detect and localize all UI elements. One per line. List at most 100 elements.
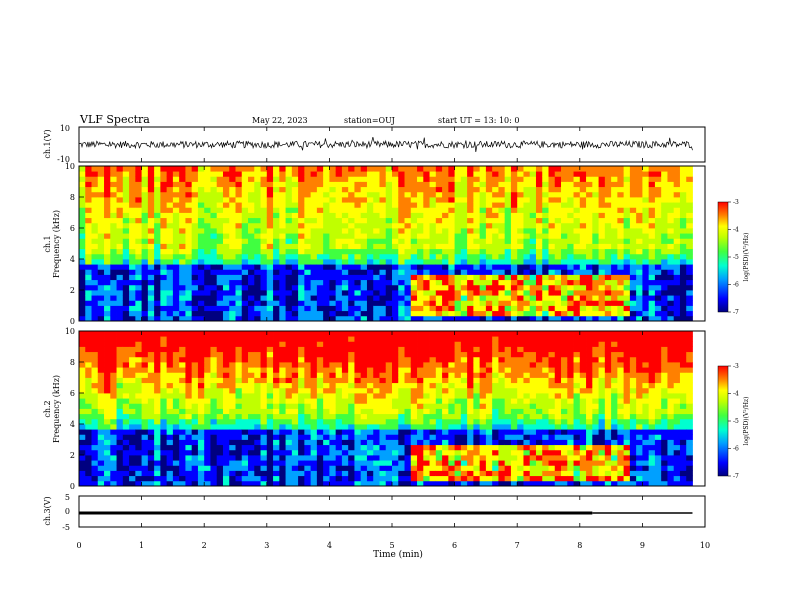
spectrogram-cell	[542, 300, 549, 306]
spectrogram-cell	[129, 424, 136, 430]
spectrogram-cell	[348, 352, 355, 358]
spectrogram-cell	[636, 259, 643, 265]
spectrogram-cell	[167, 471, 174, 477]
spectrogram-cell	[455, 207, 462, 213]
spectrogram-cell	[467, 259, 474, 265]
spectrogram-cell	[686, 285, 693, 291]
spectrogram-cell	[436, 336, 443, 342]
spectrogram-cell	[586, 300, 593, 306]
spectrogram-cell	[167, 233, 174, 239]
spectrogram-cell	[373, 259, 380, 265]
spectrogram-cell	[354, 372, 361, 378]
spectrogram-cell	[417, 171, 424, 177]
spectrogram-cell	[655, 166, 662, 172]
spectrogram-cell	[129, 311, 136, 317]
spectrogram-cell	[386, 269, 393, 275]
spectrogram-cell	[448, 409, 455, 415]
spectrogram-cell	[549, 166, 556, 172]
spectrogram-cell	[229, 393, 236, 399]
spectrogram-cell	[430, 238, 437, 244]
spectrogram-cell	[417, 295, 424, 301]
spectrogram-cell	[79, 259, 86, 265]
spectrogram-cell	[336, 476, 343, 482]
spectrogram-cell	[405, 476, 412, 482]
spectrogram-cell	[461, 393, 468, 399]
spectrogram-cell	[192, 460, 199, 466]
spectrogram-cell	[417, 409, 424, 415]
spectrogram-cell	[217, 440, 224, 446]
spectrogram-cell	[480, 429, 487, 435]
spectrogram-cell	[423, 285, 430, 291]
spectrogram-cell	[680, 176, 687, 182]
spectrogram-cell	[455, 445, 462, 451]
spectrogram-cell	[104, 450, 111, 456]
spectrogram-cell	[630, 171, 637, 177]
spectrogram-cell	[630, 290, 637, 296]
spectrogram-cell	[273, 311, 280, 317]
spectrogram-cell	[79, 275, 86, 281]
spectrogram-cell	[549, 244, 556, 250]
spectrogram-cell	[248, 367, 255, 373]
spectrogram-cell	[167, 424, 174, 430]
spectrogram-cell	[680, 171, 687, 177]
spectrogram-cell	[223, 393, 230, 399]
spectrogram-cell	[467, 306, 474, 312]
spectrogram-cell	[423, 300, 430, 306]
spectrogram-cell	[467, 347, 474, 353]
spectrogram-cell	[348, 244, 355, 250]
spectrogram-cell	[574, 269, 581, 275]
spectrogram-cell	[680, 264, 687, 270]
spectrogram-cell	[686, 233, 693, 239]
spectrogram-cell	[517, 244, 524, 250]
spectrogram-cell	[135, 393, 142, 399]
spectrogram-cell	[423, 259, 430, 265]
spectrogram-cell	[236, 414, 243, 420]
spectrogram-cell	[398, 249, 405, 255]
spectrogram-cell	[198, 424, 205, 430]
spectrogram-cell	[148, 244, 155, 250]
spectrogram-cell	[323, 403, 330, 409]
spectrogram-cell	[104, 341, 111, 347]
spectrogram-cell	[92, 290, 99, 296]
spectrogram-cell	[379, 275, 386, 281]
spectrogram-cell	[567, 264, 574, 270]
spectrogram-cell	[267, 445, 274, 451]
spectrogram-cell	[261, 197, 268, 203]
spectrogram-cell	[198, 398, 205, 404]
spectrogram-cell	[480, 331, 487, 337]
spectrogram-cell	[242, 367, 249, 373]
spectrogram-cell	[442, 207, 449, 213]
colorbar-tick-label: -7	[733, 309, 739, 316]
spectrogram-cell	[411, 295, 418, 301]
spectrogram-cell	[173, 471, 180, 477]
spectrogram-cell	[198, 300, 205, 306]
spectrogram-cell	[448, 393, 455, 399]
spectrogram-cell	[430, 476, 437, 482]
spectrogram-cell	[167, 176, 174, 182]
spectrogram-cell	[455, 362, 462, 368]
spectrogram-cell	[611, 218, 618, 224]
spectrogram-cell	[261, 275, 268, 281]
spectrogram-cell	[592, 228, 599, 234]
spectrogram-cell	[667, 207, 674, 213]
spectrogram-cell	[642, 233, 649, 239]
spectrogram-cell	[298, 176, 305, 182]
spectrogram-cell	[317, 336, 324, 342]
spectrogram-cell	[85, 176, 92, 182]
spectrogram-cell	[592, 280, 599, 286]
spectrogram-cell	[286, 347, 293, 353]
spectrogram-cell	[248, 254, 255, 260]
spectrogram-cell	[680, 197, 687, 203]
spectrogram-cell	[129, 233, 136, 239]
spectrogram-cell	[423, 331, 430, 337]
spectrogram-cell	[636, 280, 643, 286]
spectrogram-cell	[129, 440, 136, 446]
spectrogram-cell	[311, 182, 318, 188]
spectrogram-cell	[423, 398, 430, 404]
spectrogram-cell	[411, 372, 418, 378]
spectrogram-cell	[361, 357, 368, 363]
spectrogram-cell	[398, 450, 405, 456]
spectrogram-cell	[329, 290, 336, 296]
spectrogram-cell	[154, 372, 161, 378]
spectrogram-cell	[123, 331, 130, 337]
